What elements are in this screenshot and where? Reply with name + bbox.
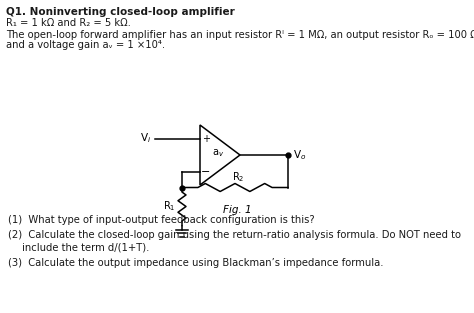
Text: −: − [201, 167, 210, 177]
Text: V$_i$: V$_i$ [140, 131, 151, 146]
Text: R$_2$: R$_2$ [232, 171, 244, 184]
Text: (2)  Calculate the closed-loop gain using the return-ratio analysis formula. Do : (2) Calculate the closed-loop gain using… [8, 230, 461, 240]
Text: V$_o$: V$_o$ [293, 148, 306, 162]
Text: R$_1$: R$_1$ [163, 200, 175, 213]
Text: (1)  What type of input-output feedback configuration is this?: (1) What type of input-output feedback c… [8, 215, 315, 225]
Text: include the term d/(1+T).: include the term d/(1+T). [22, 243, 149, 253]
Text: +: + [202, 134, 210, 143]
Text: a$_v$: a$_v$ [212, 147, 224, 159]
Text: R₁ = 1 kΩ and R₂ = 5 kΩ.: R₁ = 1 kΩ and R₂ = 5 kΩ. [6, 18, 131, 28]
Text: Q1. Noninverting closed-loop amplifier: Q1. Noninverting closed-loop amplifier [6, 7, 235, 17]
Text: (3)  Calculate the output impedance using Blackman’s impedance formula.: (3) Calculate the output impedance using… [8, 258, 383, 268]
Text: The open-loop forward amplifier has an input resistor Rᴵ = 1 MΩ, an output resis: The open-loop forward amplifier has an i… [6, 30, 474, 40]
Text: Fig. 1: Fig. 1 [223, 205, 251, 215]
Text: and a voltage gain aᵥ = 1 ×10⁴.: and a voltage gain aᵥ = 1 ×10⁴. [6, 40, 165, 50]
